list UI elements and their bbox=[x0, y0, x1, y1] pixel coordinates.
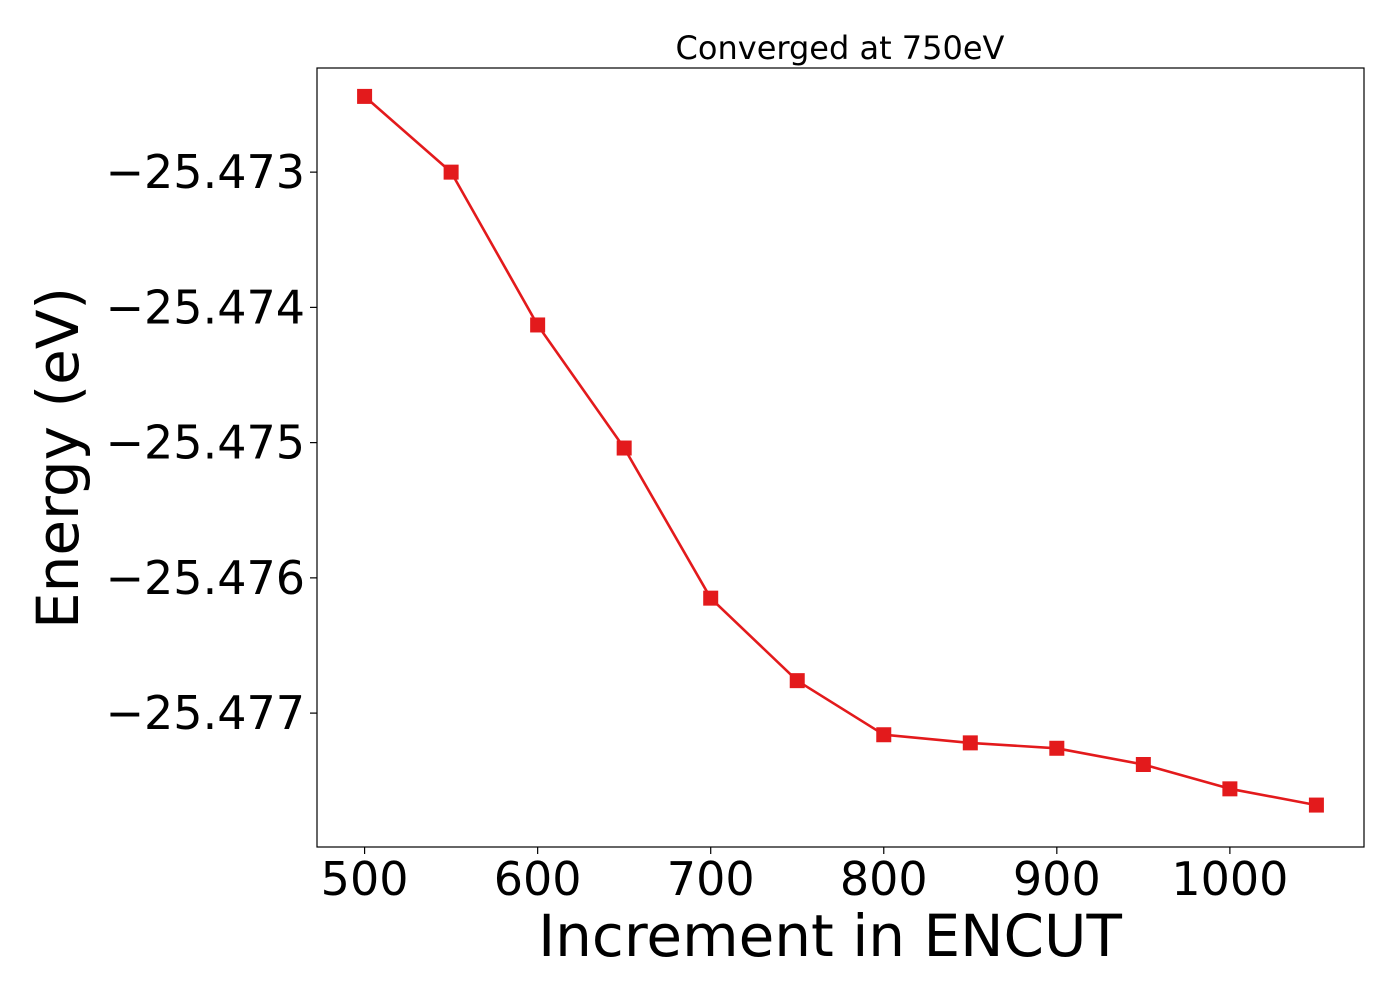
y-tick-label: −25.474 bbox=[106, 280, 306, 334]
x-tick-label: 500 bbox=[321, 852, 409, 906]
series-line bbox=[363, 95, 1317, 807]
ticks-layer: 500 600 700 800 900 1000 −25.473 −25.474 −25.475… bbox=[106, 145, 1289, 906]
y-tick-label: −25.473 bbox=[106, 145, 306, 199]
x-tick-label: 800 bbox=[840, 852, 928, 906]
x-tick-label: 600 bbox=[494, 852, 582, 906]
data-point-marker bbox=[1308, 797, 1324, 813]
y-axis-label: Energy (eV) bbox=[24, 287, 92, 629]
series-layer bbox=[357, 88, 1324, 813]
data-point-marker bbox=[962, 735, 978, 751]
data-point-marker bbox=[530, 317, 546, 333]
y-tick-label: −25.476 bbox=[106, 551, 306, 605]
data-point-marker bbox=[1049, 740, 1065, 756]
data-point-marker bbox=[357, 88, 373, 104]
data-point-marker bbox=[1135, 757, 1151, 773]
x-tick-label: 1000 bbox=[1171, 852, 1288, 906]
data-point-marker bbox=[1222, 781, 1238, 797]
chart-title: Converged at 750eV bbox=[676, 29, 1005, 67]
x-axis-label: Increment in ENCUT bbox=[538, 902, 1122, 970]
x-tick-label: 700 bbox=[667, 852, 755, 906]
y-tick-label: −25.477 bbox=[106, 686, 306, 740]
data-point-marker bbox=[703, 590, 719, 606]
data-point-marker bbox=[443, 164, 459, 180]
data-point-marker bbox=[876, 727, 892, 743]
data-point-marker bbox=[616, 440, 632, 456]
y-tick-label: −25.475 bbox=[106, 416, 306, 470]
data-point-marker bbox=[789, 673, 805, 689]
plot-frame bbox=[316, 67, 1365, 848]
x-tick-label: 900 bbox=[1013, 852, 1101, 906]
